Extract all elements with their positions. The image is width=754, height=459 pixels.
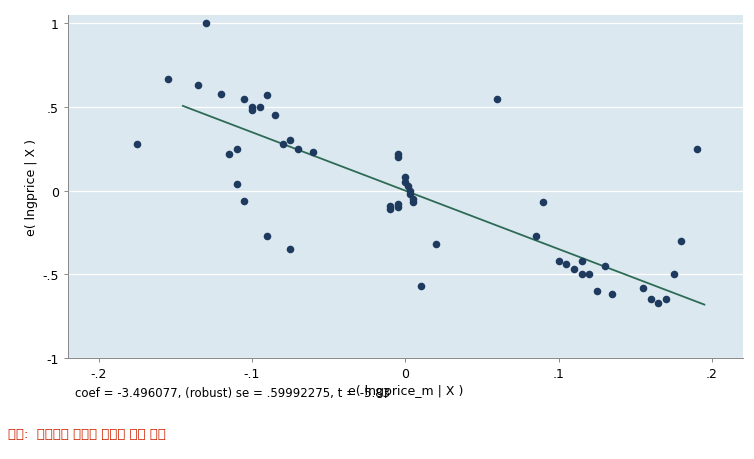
Point — [568, 266, 580, 273]
Point — [606, 291, 618, 298]
Point — [292, 146, 304, 153]
Point — [529, 233, 541, 240]
Point — [284, 138, 296, 145]
Point — [676, 238, 688, 245]
Point — [307, 149, 319, 157]
Point — [391, 201, 403, 208]
Point — [660, 296, 672, 303]
Point — [246, 107, 258, 115]
Point — [492, 96, 504, 103]
Point — [261, 233, 273, 240]
Point — [246, 104, 258, 112]
Point — [284, 246, 296, 253]
Point — [200, 21, 212, 28]
Point — [384, 206, 396, 213]
X-axis label: e( lngprice_m | X ): e( lngprice_m | X ) — [348, 384, 463, 397]
Point — [391, 151, 403, 158]
Point — [253, 104, 265, 112]
Point — [269, 112, 281, 120]
Point — [231, 181, 243, 188]
Point — [223, 151, 235, 158]
Point — [400, 179, 412, 186]
Point — [575, 271, 587, 278]
Point — [400, 174, 412, 182]
Point — [415, 283, 427, 290]
Point — [637, 284, 649, 291]
Point — [238, 197, 250, 205]
Y-axis label: e( lngprice | X ): e( lngprice | X ) — [25, 139, 38, 235]
Point — [553, 257, 565, 265]
Point — [231, 146, 243, 153]
Point — [538, 199, 550, 207]
Point — [277, 141, 289, 148]
Point — [161, 76, 173, 83]
Point — [691, 146, 703, 153]
Point — [407, 199, 419, 207]
Point — [430, 241, 442, 248]
Point — [667, 271, 679, 278]
Point — [652, 299, 664, 307]
Point — [384, 202, 396, 210]
Point — [192, 83, 204, 90]
Point — [391, 154, 403, 162]
Point — [404, 191, 416, 198]
Point — [575, 257, 587, 265]
Point — [560, 261, 572, 268]
Point — [584, 271, 596, 278]
Point — [261, 92, 273, 100]
Point — [404, 188, 416, 195]
Point — [591, 288, 603, 295]
Point — [391, 204, 403, 212]
Point — [215, 91, 227, 98]
Point — [131, 141, 143, 148]
Point — [403, 183, 415, 190]
Text: coef = -3.496077, (robust) se = .59992275, t = -5.83: coef = -3.496077, (robust) se = .5999227… — [75, 386, 391, 399]
Point — [238, 96, 250, 103]
Point — [599, 263, 611, 270]
Point — [407, 196, 419, 203]
Text: 지료:  회귀분석 결과를 토대로 저자 작성: 지료: 회귀분석 결과를 토대로 저자 작성 — [8, 427, 165, 440]
Point — [645, 296, 657, 303]
